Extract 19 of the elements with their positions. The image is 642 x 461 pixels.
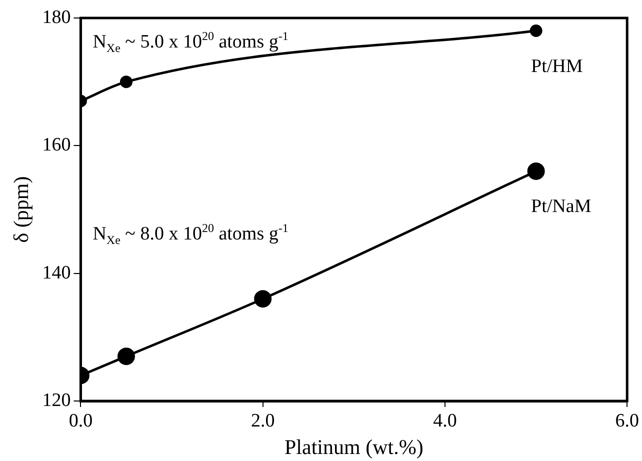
point (117, 348, 135, 366)
point (527, 162, 545, 180)
y-axis-title: δ (ppm) (9, 176, 34, 243)
x-tick-label: 0.0 (68, 410, 93, 432)
y-tick-label: 180 (42, 6, 71, 28)
x-tick-label: 4.0 (433, 410, 457, 432)
point (254, 290, 272, 308)
y-tick-label: 160 (42, 134, 71, 156)
series-label: Pt/NaM (531, 196, 592, 218)
point (530, 24, 542, 38)
annotation: N$_{Xe}$ ~ 5.0 x 10$^{20}$ atoms g$^{-1}$ (92, 29, 288, 57)
x-axis-title: Platinum (wt.%) (284, 434, 424, 459)
annotation: N$_{Xe}$ ~ 8.0 x 10$^{20}$ atoms g$^{-1}$ (92, 220, 288, 248)
y-tick-label: 140 (42, 262, 71, 284)
x-tick-label: 6.0 (615, 410, 639, 432)
x-tick-label: 2.0 (250, 410, 275, 432)
y-tick-label: 120 (42, 390, 71, 411)
series-label: Pt/HM (531, 56, 583, 77)
point (120, 76, 132, 88)
